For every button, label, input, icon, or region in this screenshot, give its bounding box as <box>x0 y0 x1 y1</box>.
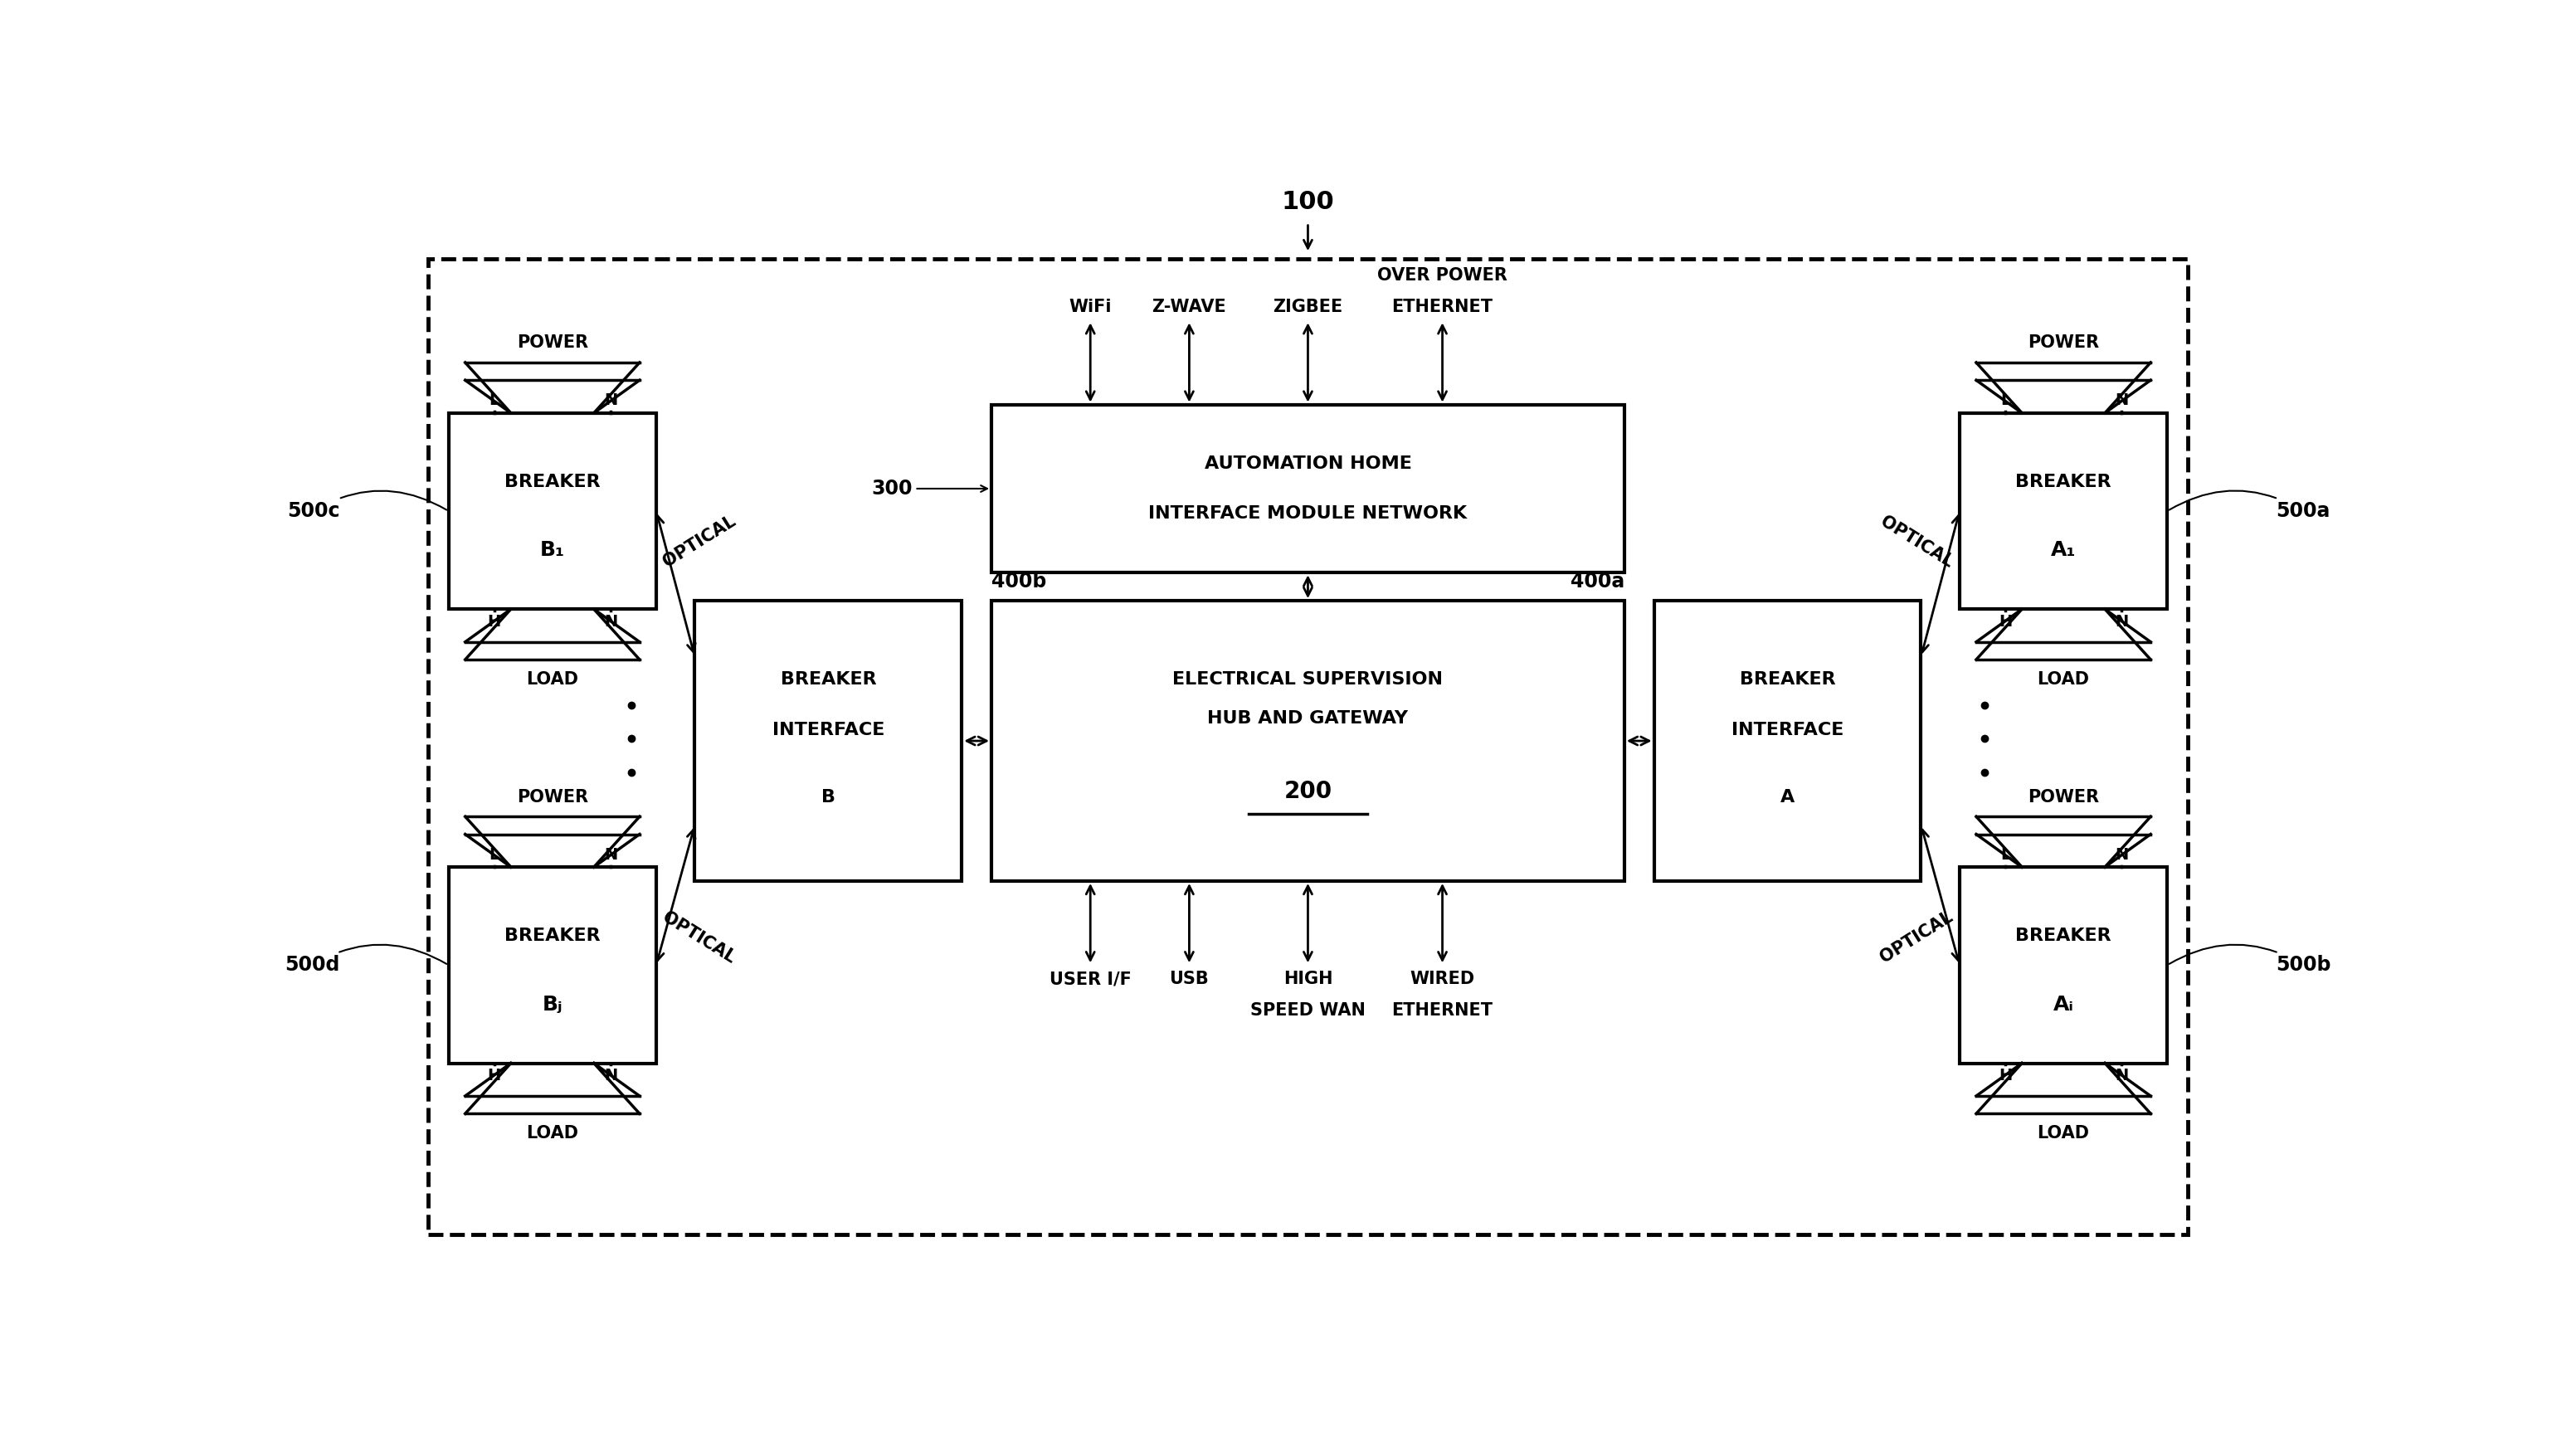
Bar <box>429 259 2187 1235</box>
Text: 200: 200 <box>1284 780 1332 802</box>
Text: WIRED: WIRED <box>1411 971 1475 987</box>
Text: LOAD: LOAD <box>526 1125 579 1142</box>
Text: LOAD: LOAD <box>2036 671 2090 687</box>
Text: OPTICAL: OPTICAL <box>661 513 738 571</box>
Text: BREAKER: BREAKER <box>505 473 600 489</box>
Text: BREAKER: BREAKER <box>1740 671 1835 687</box>
Text: N: N <box>605 847 618 862</box>
Text: A₁: A₁ <box>2052 540 2075 561</box>
Text: 400a: 400a <box>1569 572 1626 591</box>
Text: H: H <box>487 613 500 629</box>
Text: OPTICAL: OPTICAL <box>1878 513 1955 571</box>
Text: BREAKER: BREAKER <box>2016 473 2111 489</box>
Text: POWER: POWER <box>516 335 587 351</box>
Text: ETHERNET: ETHERNET <box>1391 298 1493 314</box>
Text: AUTOMATION HOME: AUTOMATION HOME <box>1205 456 1411 472</box>
Text: POWER: POWER <box>2029 789 2100 805</box>
Text: 400b: 400b <box>990 572 1046 591</box>
Bar <box>449 414 656 609</box>
Text: INTERFACE: INTERFACE <box>773 721 886 738</box>
Text: ETHERNET: ETHERNET <box>1391 1002 1493 1019</box>
Text: H: H <box>1998 1067 2011 1083</box>
Text: OPTICAL: OPTICAL <box>661 909 738 967</box>
Text: N: N <box>605 1067 618 1083</box>
Text: N: N <box>605 393 618 409</box>
Text: 500b: 500b <box>2169 945 2330 976</box>
Text: H: H <box>487 1067 500 1083</box>
Bar <box>1960 866 2167 1063</box>
Text: Z-WAVE: Z-WAVE <box>1151 298 1228 314</box>
Text: 500c: 500c <box>286 491 447 521</box>
Text: B₁: B₁ <box>541 540 564 561</box>
Text: SPEED WAN: SPEED WAN <box>1250 1002 1365 1019</box>
Text: USER I/F: USER I/F <box>1049 971 1131 987</box>
Text: B: B <box>822 789 835 805</box>
Text: LOAD: LOAD <box>2036 1125 2090 1142</box>
Text: 500a: 500a <box>2169 491 2330 521</box>
Text: HIGH: HIGH <box>1284 971 1332 987</box>
Text: ELECTRICAL SUPERVISION: ELECTRICAL SUPERVISION <box>1174 671 1442 687</box>
Text: H: H <box>1998 613 2011 629</box>
Bar <box>990 405 1626 572</box>
Text: POWER: POWER <box>516 789 587 805</box>
Text: N: N <box>605 613 618 629</box>
Bar <box>1960 414 2167 609</box>
Text: N: N <box>2116 613 2128 629</box>
Text: OVER POWER: OVER POWER <box>1378 266 1508 284</box>
Text: USB: USB <box>1169 971 1210 987</box>
Text: BREAKER: BREAKER <box>505 927 600 943</box>
Bar <box>990 601 1626 881</box>
Text: L: L <box>2001 847 2011 862</box>
Text: WiFi: WiFi <box>1069 298 1113 314</box>
Text: L: L <box>2001 393 2011 409</box>
Bar <box>449 866 656 1063</box>
Text: BREAKER: BREAKER <box>2016 927 2111 943</box>
Text: Bⱼ: Bⱼ <box>541 994 561 1015</box>
Text: Aᵢ: Aᵢ <box>2054 994 2075 1015</box>
Text: N: N <box>2116 393 2128 409</box>
Text: INTERFACE MODULE NETWORK: INTERFACE MODULE NETWORK <box>1148 505 1467 521</box>
Text: N: N <box>2116 847 2128 862</box>
Text: 300: 300 <box>870 479 988 498</box>
Text: INTERFACE: INTERFACE <box>1730 721 1843 738</box>
Text: 100: 100 <box>1281 189 1335 214</box>
Bar <box>1654 601 1922 881</box>
Bar <box>694 601 962 881</box>
Text: OPTICAL: OPTICAL <box>1878 909 1955 967</box>
Text: 500d: 500d <box>286 945 447 976</box>
Text: LOAD: LOAD <box>526 671 579 687</box>
Text: L: L <box>490 393 500 409</box>
Text: N: N <box>2116 1067 2128 1083</box>
Text: A: A <box>1781 789 1794 805</box>
Text: ZIGBEE: ZIGBEE <box>1273 298 1342 314</box>
Text: BREAKER: BREAKER <box>781 671 875 687</box>
Text: HUB AND GATEWAY: HUB AND GATEWAY <box>1207 711 1409 727</box>
Text: POWER: POWER <box>2029 335 2100 351</box>
Text: L: L <box>490 847 500 862</box>
